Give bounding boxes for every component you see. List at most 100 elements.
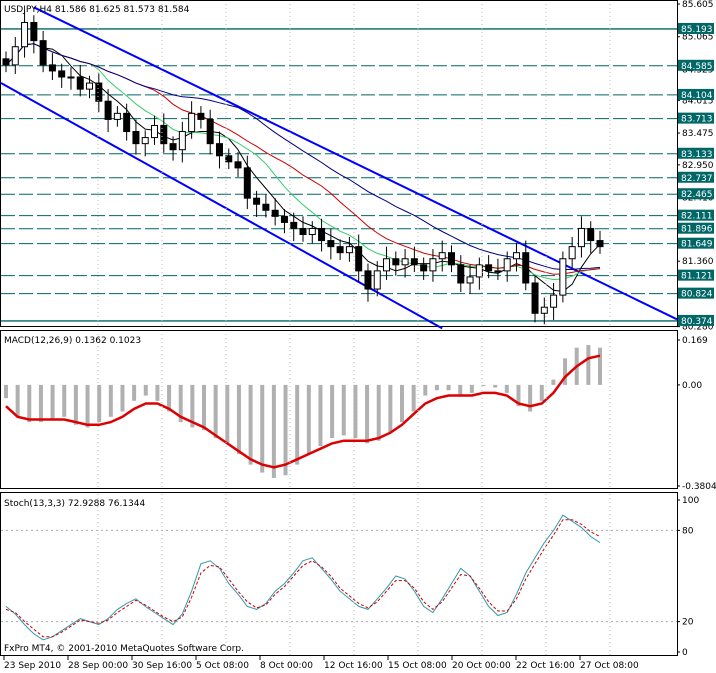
candle-body bbox=[30, 21, 38, 42]
macd-signal-line bbox=[5, 354, 601, 469]
macd-histogram-bar bbox=[4, 384, 8, 399]
macd-tick-label: 0.00 bbox=[682, 381, 702, 391]
macd-histogram-bar bbox=[132, 384, 137, 401]
candle-body bbox=[550, 294, 558, 308]
level-label: 81.896 bbox=[681, 225, 713, 235]
candle-body bbox=[466, 276, 474, 284]
macd-panel-frame bbox=[0, 330, 678, 489]
time-tick-label: 15 Oct 08:00 bbox=[388, 661, 447, 671]
level-label-box bbox=[678, 59, 714, 71]
macd-histogram-bar bbox=[62, 384, 67, 417]
time-tick-label: 8 Oct 00:00 bbox=[260, 661, 313, 671]
time-tick-label: 20 Oct 00:00 bbox=[452, 661, 511, 671]
candle-body bbox=[151, 124, 158, 139]
price-tick-label: 85.605 bbox=[682, 0, 714, 10]
price-tick-label: 83.475 bbox=[682, 129, 714, 139]
candle-body bbox=[197, 112, 205, 120]
macd-histogram-bar bbox=[108, 384, 113, 417]
macd-histogram-bar bbox=[50, 384, 55, 420]
level-label: 84.585 bbox=[681, 62, 713, 72]
macd-histogram-bar bbox=[73, 384, 78, 425]
candle-body bbox=[39, 40, 47, 66]
level-label: 81.649 bbox=[681, 240, 713, 250]
candle-body bbox=[568, 246, 576, 260]
level-label-box bbox=[678, 222, 714, 234]
candle-body bbox=[299, 227, 307, 236]
macd-histogram-bar bbox=[353, 384, 358, 439]
macd-histogram-bar bbox=[446, 384, 451, 391]
macd-histogram-bar bbox=[365, 384, 370, 444]
macd-histogram-bar bbox=[539, 384, 544, 401]
macd-histogram-bar bbox=[27, 384, 32, 423]
candle-body bbox=[58, 70, 66, 78]
macd-histogram-bar bbox=[271, 384, 276, 478]
level-label-box bbox=[678, 188, 714, 200]
candle-body bbox=[104, 100, 112, 120]
candle-body bbox=[132, 131, 140, 145]
macd-histogram-bar bbox=[97, 384, 102, 423]
level-label-box bbox=[678, 269, 714, 281]
level-label: 83.713 bbox=[681, 115, 713, 125]
macd-histogram-bar bbox=[120, 384, 125, 412]
macd-histogram-bar bbox=[318, 384, 323, 447]
macd-histogram-bar bbox=[411, 384, 416, 412]
candle-body bbox=[290, 221, 298, 229]
candle-body bbox=[457, 264, 465, 284]
candle-body bbox=[86, 82, 94, 90]
candle-body bbox=[48, 64, 56, 72]
time-tick-label: 27 Oct 08:00 bbox=[580, 661, 639, 671]
level-label: 80.824 bbox=[681, 290, 713, 300]
macd-histogram-bar bbox=[155, 384, 160, 401]
price-tick-label: 80.280 bbox=[682, 323, 714, 333]
stoch-title: Stoch(13,3,3) 72.9288 76.1344 bbox=[4, 499, 145, 509]
time-tick-label: 23 Sep 2010 bbox=[4, 661, 61, 671]
candle-body bbox=[373, 270, 381, 290]
time-tick-label: 28 Sep 00:00 bbox=[68, 661, 128, 671]
level-label: 82.465 bbox=[681, 190, 713, 200]
candle-body bbox=[559, 258, 567, 296]
candle-body bbox=[262, 203, 270, 211]
stoch-tick-label: 0 bbox=[682, 648, 688, 658]
macd-histogram-bar bbox=[306, 384, 311, 455]
candle-body bbox=[540, 306, 548, 314]
time-tick-label: 30 Sep 16:00 bbox=[132, 661, 192, 671]
candle-body bbox=[225, 155, 233, 163]
macd-histogram-bar bbox=[551, 379, 556, 385]
level-label: 81.121 bbox=[681, 272, 713, 282]
macd-histogram-bar bbox=[423, 384, 428, 396]
macd-histogram-bar bbox=[493, 384, 498, 388]
moving-average-line bbox=[5, 43, 601, 293]
moving-average-line bbox=[5, 43, 601, 270]
level-label-box bbox=[678, 287, 714, 299]
macd-histogram-bar bbox=[481, 384, 486, 386]
candle-body bbox=[336, 246, 344, 254]
stoch-signal-line bbox=[5, 519, 601, 638]
macd-histogram-bar bbox=[15, 384, 20, 417]
level-label-box bbox=[678, 171, 714, 183]
candle-body bbox=[383, 258, 391, 272]
candle-body bbox=[11, 46, 19, 66]
candle-body bbox=[2, 58, 10, 66]
price-tick-label: 84.015 bbox=[682, 96, 714, 106]
candle-body bbox=[188, 112, 196, 133]
price-tick-label: 85.065 bbox=[682, 33, 714, 43]
level-label: 85.193 bbox=[681, 25, 713, 35]
candle-body bbox=[596, 240, 604, 248]
candle-body bbox=[522, 252, 530, 284]
level-label-box bbox=[678, 147, 714, 159]
macd-histogram-bar bbox=[388, 384, 393, 433]
macd-histogram-bar bbox=[178, 384, 183, 423]
moving-average-line bbox=[5, 43, 601, 281]
candle-body bbox=[438, 252, 446, 260]
macd-title: MACD(12,26,9) 0.1362 0.1023 bbox=[4, 336, 141, 346]
macd-histogram-bar bbox=[458, 384, 463, 396]
candle-body bbox=[327, 240, 335, 248]
candle-body bbox=[410, 258, 418, 266]
candle-body bbox=[271, 209, 279, 217]
candle-body bbox=[308, 227, 316, 236]
time-tick-label: 12 Oct 16:00 bbox=[324, 661, 383, 671]
copyright-footer: FxPro MT4, © 2001-2010 MetaQuotes Softwa… bbox=[4, 644, 244, 654]
stoch-tick-label: 20 bbox=[682, 618, 694, 628]
candle-body bbox=[429, 258, 437, 272]
